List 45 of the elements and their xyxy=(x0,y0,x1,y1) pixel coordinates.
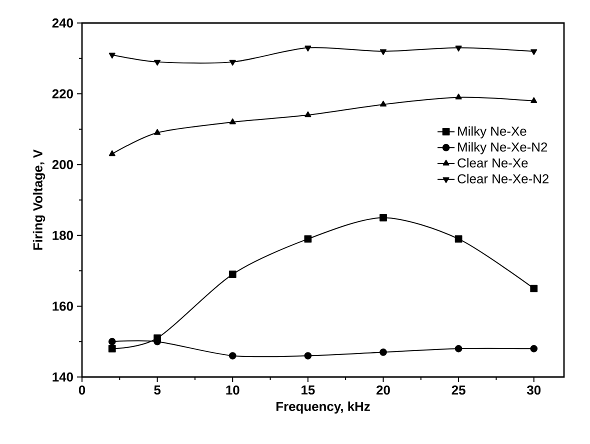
point xyxy=(380,49,387,56)
y-tick-label: 160 xyxy=(52,302,73,311)
point xyxy=(304,111,312,118)
point xyxy=(455,94,462,100)
x-axis-title: Frequency, kHz xyxy=(276,402,370,414)
point xyxy=(108,52,116,59)
x-tick-label: 25 xyxy=(452,386,466,395)
point xyxy=(380,214,387,222)
point xyxy=(380,348,387,356)
point xyxy=(229,60,236,66)
legend-label: Milky Ne-Xe-N2 xyxy=(458,142,548,154)
point xyxy=(530,97,538,103)
x-tick-label: 15 xyxy=(302,386,315,395)
point xyxy=(108,344,116,352)
point xyxy=(108,150,116,156)
y-tick-label: 220 xyxy=(52,89,73,98)
x-tick-label: 10 xyxy=(226,386,240,395)
legend-label: Clear Ne-Xe xyxy=(458,158,528,168)
point xyxy=(154,129,161,135)
point xyxy=(530,49,538,56)
point xyxy=(304,46,312,52)
y-tick-label: 180 xyxy=(52,230,73,240)
legend-label: Clear Ne-Xe-N2 xyxy=(458,174,548,184)
point xyxy=(454,235,462,243)
point xyxy=(455,46,462,52)
y-axis-title: Firing Voltage, V xyxy=(32,149,46,250)
point xyxy=(154,60,161,66)
point xyxy=(228,352,236,360)
point xyxy=(304,235,312,243)
point xyxy=(108,338,116,346)
point xyxy=(228,270,236,278)
point xyxy=(229,118,236,124)
point xyxy=(530,284,538,292)
y-tick-label: 200 xyxy=(52,160,73,170)
point xyxy=(530,344,538,352)
point xyxy=(304,352,312,360)
x-tick-label: 0 xyxy=(78,386,86,395)
y-tick-label: 240 xyxy=(52,18,73,28)
point xyxy=(380,100,387,107)
y-tick-label: 140 xyxy=(52,372,73,382)
legend-label: Milky Ne-Xe xyxy=(458,126,526,138)
x-tick-label: 20 xyxy=(376,386,390,395)
x-tick-label: 30 xyxy=(526,386,541,395)
x-tick-label: 5 xyxy=(154,386,161,395)
point xyxy=(454,344,462,352)
